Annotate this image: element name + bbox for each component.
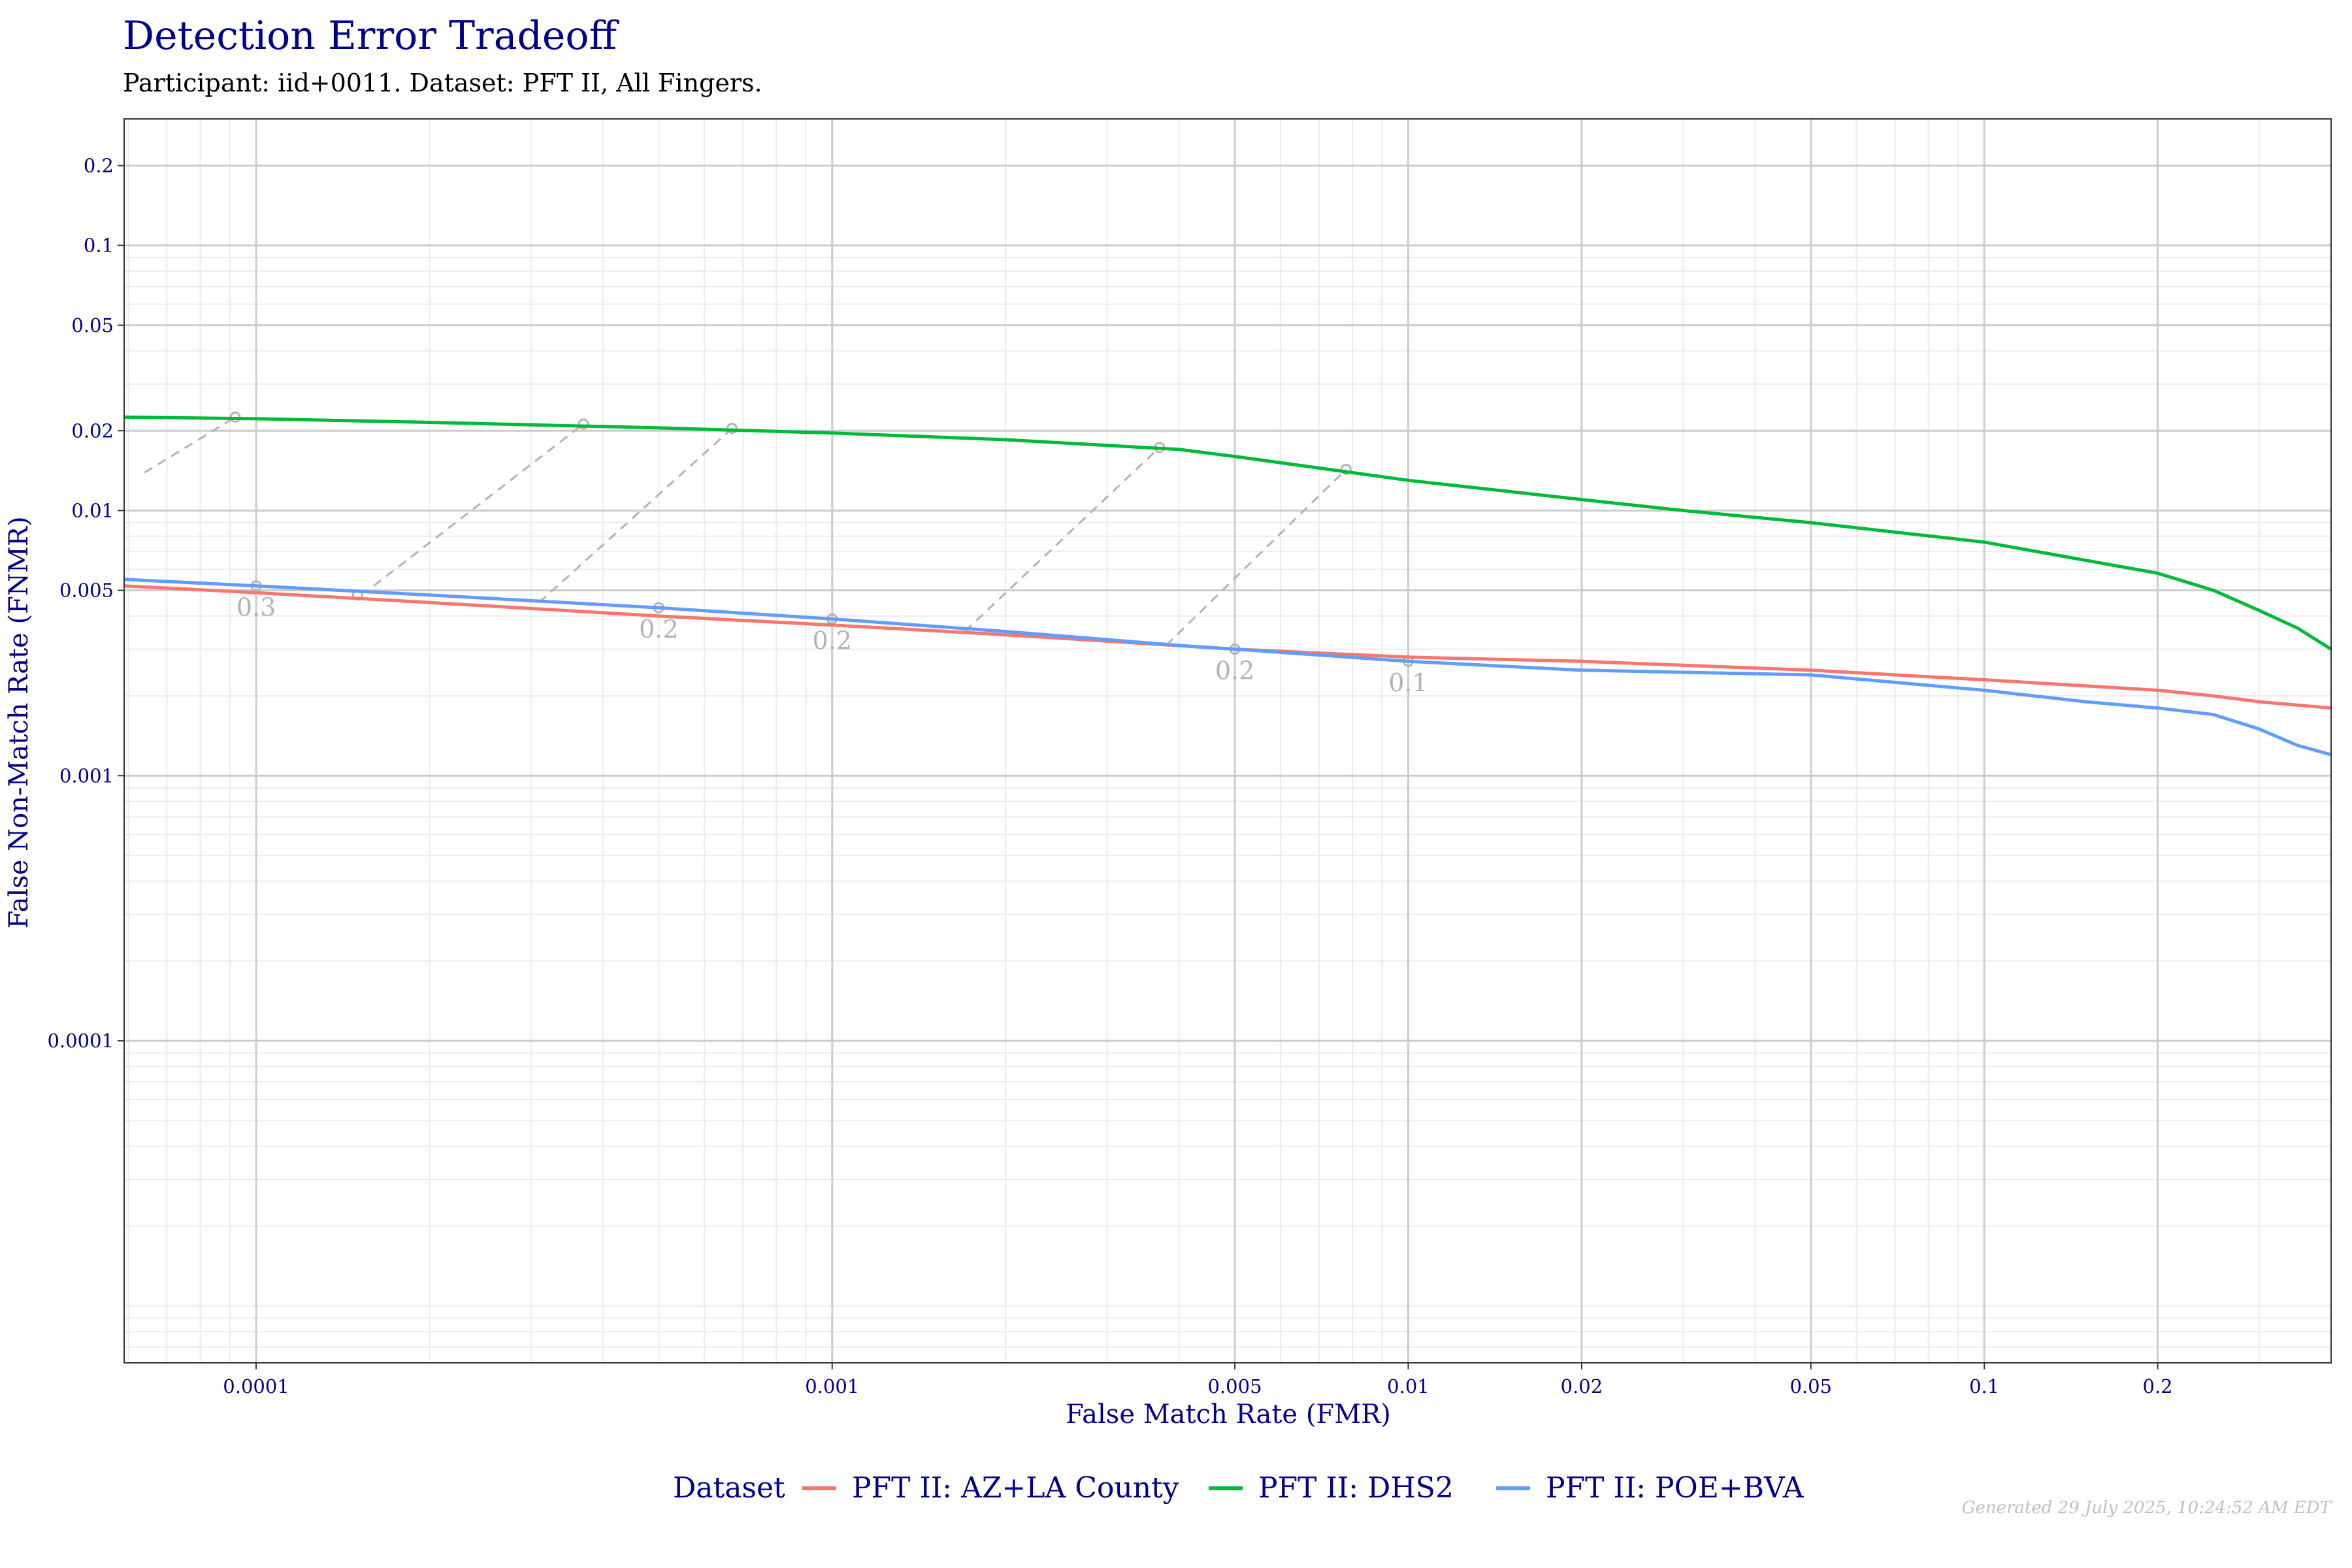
plot-panel: 0.0001 0.001 0.005 0.01 0.02 0.05 0.1 0.2 0.2 0.1… — [48, 118, 2332, 1397]
chart-subtitle: Participant: iid+0011. Dataset: PFT II, … — [123, 69, 762, 97]
x-tick-label: 0.02 — [1561, 1375, 1603, 1397]
chart-title: Detection Error Tradeoff — [123, 13, 620, 59]
y-tick-label: 0.05 — [71, 314, 114, 336]
legend-label-1: PFT II: AZ+LA County — [852, 1471, 1179, 1505]
series-line-3 — [123, 578, 2332, 757]
threshold-connector — [538, 427, 733, 604]
threshold-label: 0.3 — [237, 593, 276, 622]
threshold-label: 0.2 — [639, 615, 678, 644]
legend-label-2: PFT II: DHS2 — [1258, 1471, 1454, 1505]
threshold-marker — [1340, 463, 1352, 475]
threshold-label: 0.2 — [813, 626, 852, 655]
y-tick-label: 0.2 — [84, 154, 114, 176]
threshold-connector — [1165, 468, 1347, 646]
x-tick-label: 0.005 — [1208, 1375, 1262, 1397]
x-tick-label: 0.0001 — [223, 1375, 289, 1397]
y-tick-label: 0.001 — [59, 764, 114, 787]
y-tick-label: 0.01 — [71, 499, 114, 521]
x-tick-label: 0.2 — [2143, 1375, 2173, 1397]
x-tick-label: 0.001 — [805, 1375, 859, 1397]
x-tick-label: 0.05 — [1789, 1375, 1832, 1397]
y-tick-label: 0.1 — [84, 235, 114, 257]
threshold-connector — [144, 416, 236, 474]
threshold-connector — [373, 423, 584, 587]
threshold-label: 0.1 — [1388, 668, 1428, 697]
series-line-2 — [123, 416, 2332, 651]
plot-background — [124, 119, 2331, 1363]
threshold-marker — [578, 418, 589, 430]
threshold-label: 0.2 — [1215, 657, 1254, 685]
y-tick-label: 0.0001 — [48, 1030, 114, 1052]
y-tick-label: 0.02 — [71, 419, 114, 442]
y-axis-title: False Non-Match Rate (FNMR) — [4, 516, 34, 928]
x-tick-label: 0.1 — [1969, 1375, 1999, 1397]
x-tick-label: 0.01 — [1387, 1375, 1429, 1397]
y-tick-label: 0.005 — [59, 580, 114, 602]
legend-title: Dataset — [673, 1471, 785, 1505]
series-line-1 — [123, 584, 2332, 710]
footer-timestamp: Generated 29 July 2025, 10:24:52 AM EDT — [1962, 1498, 2332, 1518]
legend: Dataset PFT II: AZ+LA County PFT II: DHS2 P… — [673, 1471, 1805, 1505]
x-axis-title: False Match Rate (FMR) — [1066, 1399, 1391, 1429]
plot-border — [123, 118, 2332, 1364]
legend-label-3: PFT II: POE+BVA — [1546, 1471, 1805, 1505]
threshold-connector — [964, 446, 1160, 632]
